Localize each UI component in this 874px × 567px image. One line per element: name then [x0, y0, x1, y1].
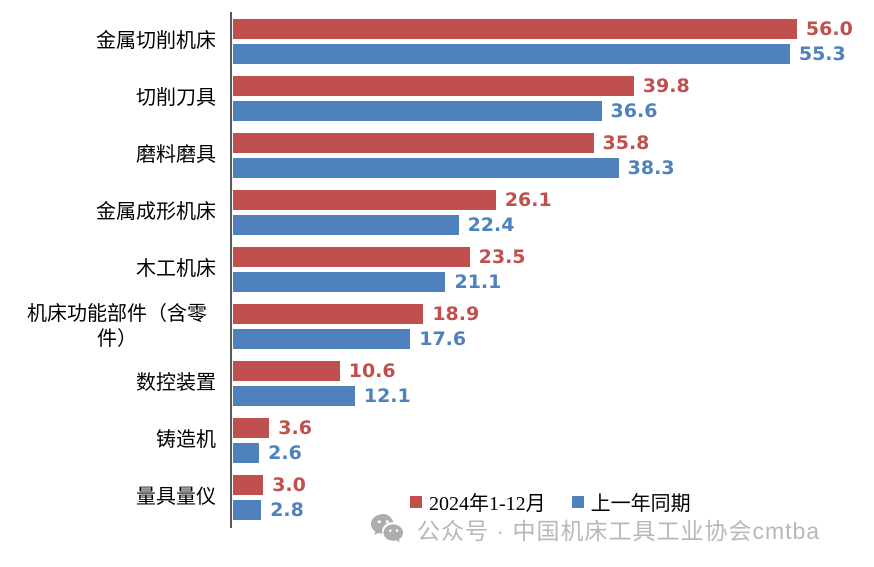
- category-label: 数控装置: [136, 372, 216, 394]
- category-label: 金属成形机床: [96, 201, 216, 223]
- legend-swatch: [571, 495, 584, 508]
- legend-item-1[interactable]: 2024年1-12月: [410, 487, 546, 516]
- plot-area: 金属切削机床 56.0 55.3 切削刀具 39.8 36.6 磨料磨具 35.8 38.3 金属…: [0, 13, 874, 526]
- category-group: 数控装置 10.6 12.1: [0, 355, 874, 412]
- value-label: 56.0: [805, 18, 853, 40]
- value-label: 12.1: [363, 385, 411, 407]
- value-label: 18.9: [432, 303, 480, 325]
- value-label: 23.5: [478, 246, 526, 268]
- wechat-icon: [370, 513, 408, 545]
- legend-label: 上一年同期: [590, 493, 691, 515]
- bar-series-2[interactable]: [233, 329, 411, 349]
- value-label: 22.4: [467, 214, 515, 236]
- bar-series-2[interactable]: [233, 272, 446, 292]
- category-label: 量具量仪: [136, 486, 216, 508]
- bar-series-1[interactable]: [233, 133, 594, 153]
- value-label: 3.0: [272, 474, 306, 496]
- category-group: 金属成形机床 26.1 22.4: [0, 184, 874, 241]
- category-group: 木工机床 23.5 21.1: [0, 241, 874, 298]
- category-label: 磨料磨具: [136, 144, 216, 166]
- value-label: 17.6: [419, 328, 467, 350]
- value-label: 21.1: [454, 271, 502, 293]
- value-label: 39.8: [642, 75, 690, 97]
- legend-label: 2024年1-12月: [429, 493, 546, 515]
- category-group: 磨料磨具 35.8 38.3: [0, 127, 874, 184]
- bar-series-1[interactable]: [233, 361, 340, 381]
- value-label: 2.8: [270, 499, 304, 521]
- legend-item-2[interactable]: 上一年同期: [571, 487, 691, 516]
- bar-series-1[interactable]: [233, 76, 634, 96]
- bar-series-2[interactable]: [233, 500, 262, 520]
- value-label: 35.8: [602, 132, 650, 154]
- category-group: 量具量仪 3.0 2.8: [0, 469, 874, 526]
- category-group: 金属切削机床 56.0 55.3: [0, 13, 874, 70]
- category-group: 铸造机 3.6 2.6: [0, 412, 874, 469]
- value-label: 26.1: [504, 189, 552, 211]
- category-label: 金属切削机床: [96, 30, 216, 52]
- category-group: 切削刀具 39.8 36.6: [0, 70, 874, 127]
- bar-series-1[interactable]: [233, 304, 424, 324]
- category-label: 机床功能部件（含零件）: [27, 302, 207, 350]
- category-label: 切削刀具: [136, 87, 216, 109]
- watermark-text: 公众号 · 中国机床工具工业协会cmtba: [417, 518, 821, 544]
- category-group: 机床功能部件（含零件） 18.9 17.6: [0, 298, 874, 355]
- bar-series-2[interactable]: [233, 386, 355, 406]
- value-label: 36.6: [610, 100, 658, 122]
- category-label: 木工机床: [136, 258, 216, 280]
- value-label: 38.3: [627, 157, 675, 179]
- value-label: 55.3: [798, 43, 846, 65]
- bar-series-2[interactable]: [233, 101, 602, 121]
- bar-series-2[interactable]: [233, 44, 790, 64]
- bar-series-2[interactable]: [233, 215, 459, 235]
- bar-series-1[interactable]: [233, 418, 270, 438]
- bar-series-1[interactable]: [233, 247, 470, 267]
- bar-series-1[interactable]: [233, 19, 797, 39]
- legend-swatch: [410, 495, 422, 508]
- watermark: 公众号 · 中国机床工具工业协会cmtba: [370, 512, 820, 546]
- bar-series-1[interactable]: [233, 190, 496, 210]
- value-label: 3.6: [278, 417, 312, 439]
- value-label: 2.6: [268, 442, 302, 464]
- bar-series-2[interactable]: [233, 443, 260, 463]
- value-label: 10.6: [348, 360, 396, 382]
- bar-series-2[interactable]: [233, 158, 619, 178]
- chart-legend: 2024年1-12月 上一年同期: [410, 487, 691, 516]
- category-label: 铸造机: [156, 429, 216, 451]
- bar-series-1[interactable]: [233, 475, 264, 495]
- y-axis-line: [230, 12, 232, 528]
